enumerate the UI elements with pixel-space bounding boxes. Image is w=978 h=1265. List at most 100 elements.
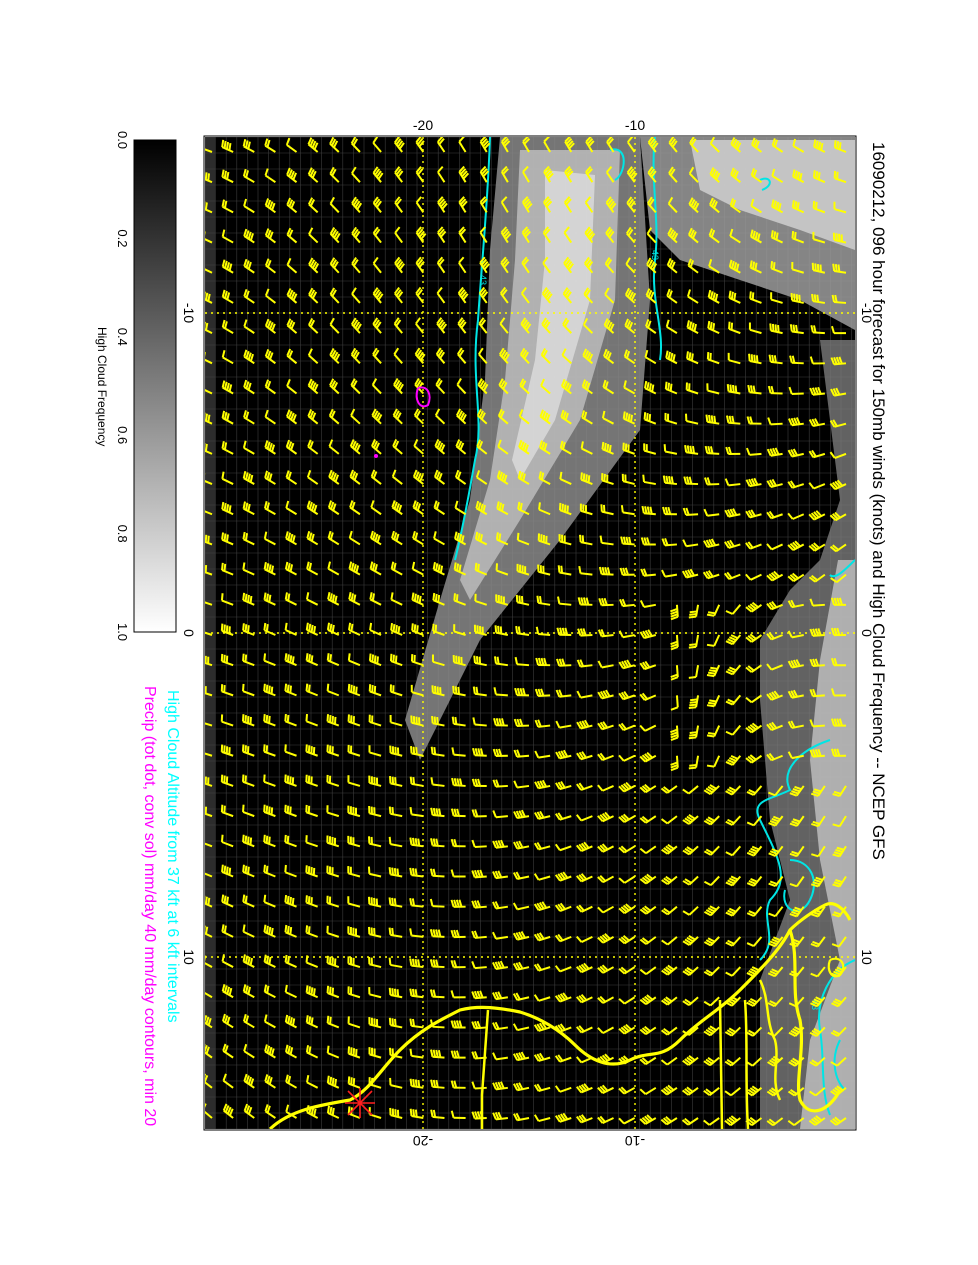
wind-barb <box>766 752 783 762</box>
lon-tick-bottom-minus20: -20 <box>413 1133 433 1149</box>
wind-barb <box>305 592 319 606</box>
wind-barb <box>639 905 657 915</box>
wind-barb <box>263 804 276 818</box>
wind-barb <box>205 895 213 908</box>
wind-barb <box>458 226 467 244</box>
wind-barb <box>435 347 446 364</box>
precip-caption: Precip (tot dot, conv sol) mm/day 40 mm/… <box>141 686 158 1126</box>
wind-barb <box>724 508 741 518</box>
wind-barb <box>640 537 656 546</box>
wind-barb <box>681 1117 699 1126</box>
wind-barb <box>326 1045 340 1059</box>
wind-barb <box>643 443 657 455</box>
wind-barb <box>580 441 593 455</box>
wind-barb <box>768 785 784 797</box>
wind-barb <box>667 196 678 214</box>
wind-barb <box>263 894 276 908</box>
wind-barb <box>305 865 318 878</box>
wind-barb <box>347 1076 361 1089</box>
wind-barb <box>767 966 784 978</box>
wind-barb <box>639 966 657 975</box>
wind-barb <box>808 418 826 428</box>
wind-barb <box>707 320 720 335</box>
wind-barb <box>409 807 424 818</box>
wind-barb <box>789 324 804 335</box>
wind-barb <box>458 256 467 274</box>
wind-barb <box>500 226 512 244</box>
wind-barb <box>745 754 763 764</box>
wind-barb <box>242 168 255 184</box>
wind-barb <box>430 1079 445 1089</box>
wind-barb <box>471 960 487 970</box>
cloud-strip-east-bright <box>800 560 855 1129</box>
wind-barb <box>771 199 784 214</box>
wind-barb <box>787 1117 805 1127</box>
wind-barb <box>810 785 826 797</box>
cyan-contour-east-3 <box>783 859 815 912</box>
wind-barb <box>286 348 298 365</box>
wind-barb <box>286 318 298 334</box>
wind-barb <box>811 262 826 274</box>
wind-barb <box>349 469 361 485</box>
wind-barb <box>458 165 470 183</box>
wind-barb <box>284 592 297 606</box>
wind-barb <box>514 687 530 697</box>
wind-barb <box>809 1026 826 1037</box>
wind-barb <box>543 137 551 153</box>
wind-barb <box>205 1043 213 1059</box>
wind-barb <box>809 996 826 1008</box>
wind-barb <box>725 875 742 887</box>
wind-barb <box>348 622 361 636</box>
wind-barb <box>661 905 678 916</box>
wind-barb <box>662 475 678 486</box>
wind-barb <box>410 684 424 697</box>
red-marker <box>345 1088 375 1118</box>
wind-barb <box>495 532 509 546</box>
wind-barb <box>205 201 213 214</box>
wind-barb <box>436 137 446 153</box>
coastline-main <box>268 902 852 1129</box>
wind-barb <box>305 774 318 787</box>
wind-barb <box>769 323 783 335</box>
wind-barb <box>263 683 276 697</box>
wind-barb <box>575 993 593 1004</box>
wind-barb <box>745 447 762 456</box>
wind-barb <box>831 294 847 304</box>
wind-barb <box>766 663 783 671</box>
wind-barb <box>534 719 551 728</box>
wind-barb <box>264 288 277 304</box>
wind-barb <box>621 473 635 486</box>
wind-barb <box>618 781 636 793</box>
wind-barb <box>436 286 446 304</box>
wind-barb <box>370 500 382 516</box>
wind-barb <box>450 990 466 999</box>
wind-barb <box>412 530 424 546</box>
wind-barb <box>241 744 255 757</box>
wind-barb <box>479 256 490 274</box>
wind-barb <box>576 962 593 974</box>
wind-barb <box>513 780 530 789</box>
wind-barb <box>430 1049 445 1059</box>
wind-barb <box>205 268 213 274</box>
wind-barb <box>472 686 487 697</box>
wind-barb <box>766 632 783 641</box>
wind-barb <box>533 901 551 912</box>
wind-barb <box>661 843 678 855</box>
wind-barb <box>812 231 826 244</box>
wind-barb <box>577 628 593 637</box>
wind-barb <box>390 623 403 636</box>
wind-barb <box>597 752 614 762</box>
wind-barb <box>791 200 805 214</box>
wind-barb <box>575 1025 593 1034</box>
wind-barb <box>749 229 762 244</box>
wind-barb <box>725 694 742 706</box>
wind-barb <box>745 664 763 673</box>
wind-barb <box>456 347 467 364</box>
wind-barb <box>787 630 804 639</box>
wind-barb <box>536 595 551 606</box>
wind-barb <box>670 725 679 741</box>
wind-barb <box>305 955 319 968</box>
wind-barb <box>703 1025 720 1037</box>
wind-barb <box>284 653 297 667</box>
wind-barb <box>729 228 741 244</box>
